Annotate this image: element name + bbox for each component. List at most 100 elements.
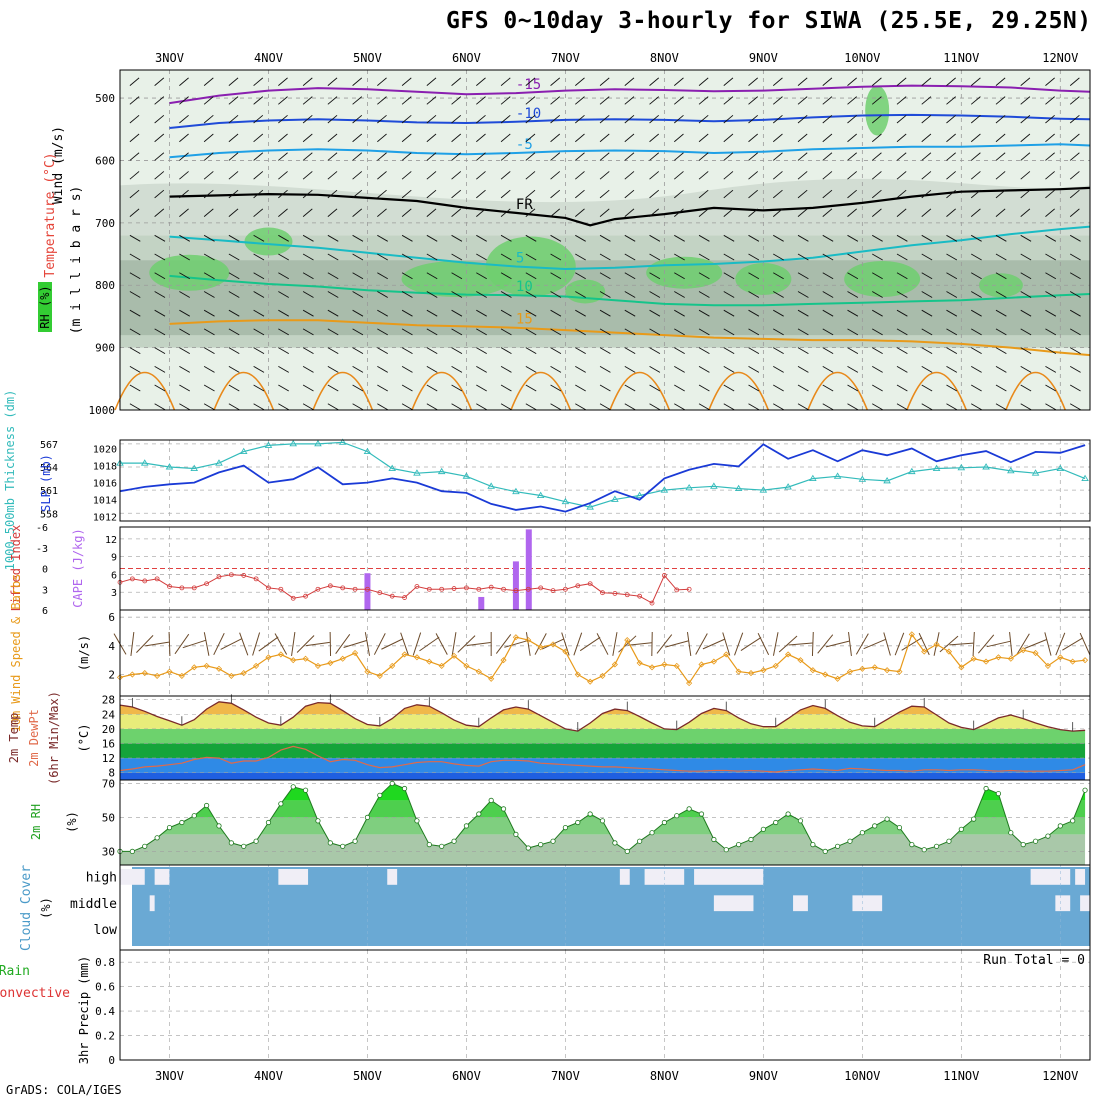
wind-speed-marker [686, 680, 693, 687]
rh-marker [463, 823, 470, 829]
wind-barb [946, 291, 958, 298]
wind-barb-10m [419, 636, 440, 652]
li-axis-title: Lifted Index [9, 525, 23, 612]
wind-barb [278, 234, 289, 242]
wind-barb [352, 171, 363, 180]
wind-barb [401, 208, 412, 217]
wind-barb [426, 384, 438, 392]
wind-barb [253, 272, 265, 280]
wind-barb [426, 272, 438, 280]
wind-barb [302, 133, 313, 143]
wind-barb [302, 403, 314, 411]
wind-barb [624, 77, 635, 86]
bottom-date-label: 7NOV [551, 1069, 580, 1083]
wind-barb [674, 272, 685, 280]
thickness-tick-label: 564 [40, 463, 58, 474]
wind-barb [253, 96, 264, 105]
precip-total-rain-label: Total / Rain [0, 964, 30, 979]
wind-barb [154, 365, 166, 373]
wind-barb [278, 208, 288, 217]
top-date-label: 12NOV [1042, 51, 1078, 65]
wind-barb [797, 234, 809, 242]
wind-barb [970, 171, 981, 180]
rh-marker [995, 790, 1002, 797]
cloud-axis-title: Cloud Cover [19, 865, 34, 951]
rh-marker [624, 848, 630, 855]
wind-speed-marker [401, 651, 408, 658]
wind-barb [1069, 347, 1081, 355]
warm-isotherm-arc [510, 371, 572, 411]
rh-marker [785, 811, 791, 817]
wind-tick-label: 6 [108, 611, 115, 624]
li-tick-label: 6 [42, 606, 48, 617]
wind-barb [847, 309, 859, 317]
rh-marker [711, 836, 717, 843]
wind-barb [921, 309, 933, 317]
wind-barb [698, 189, 709, 199]
wind-barb-10m [1009, 632, 1013, 656]
wind-barb [1069, 272, 1081, 280]
wind-barb [872, 272, 883, 280]
wind-barb-10m [381, 638, 404, 650]
wind-barb [946, 272, 958, 280]
rh-marker [1082, 787, 1088, 793]
wind-speed-marker [983, 658, 990, 665]
precip-axis-title: 3hr Precip (mm) [77, 956, 91, 1064]
wind-barb-10m [168, 631, 171, 657]
wind-speed-marker [673, 662, 680, 669]
thickness-marker [685, 483, 693, 491]
wind-barb [129, 291, 141, 298]
wind-barb [797, 272, 809, 280]
wind-barb [401, 291, 413, 298]
rh-marker [797, 818, 804, 824]
rh-marker [748, 836, 754, 843]
rh-marker [971, 816, 977, 822]
wind-barb [278, 365, 289, 373]
wind-barb [649, 272, 661, 280]
wind-barb [401, 152, 412, 161]
wind-barb [278, 114, 288, 124]
rh-marker [1008, 830, 1014, 836]
wind-barb [723, 189, 734, 199]
wind-barb [921, 208, 932, 217]
wind-barb [896, 133, 907, 143]
dewpoint-line [119, 745, 1086, 773]
wind-barb [921, 189, 932, 199]
wind-barb [179, 309, 191, 317]
top-date-label: 9NOV [749, 51, 778, 65]
wind-barb [995, 328, 1007, 336]
wind-speed-marker [352, 649, 359, 657]
wind-barb [995, 309, 1007, 317]
wind-barb [624, 347, 636, 355]
wind-barb [624, 403, 636, 411]
wind-speed-marker [785, 651, 792, 658]
wind-barb [352, 291, 364, 298]
pressure-tick-label: 600 [95, 154, 115, 167]
wind-barb [203, 96, 214, 105]
wind-barb [525, 208, 536, 217]
rh-marker [278, 801, 284, 807]
wind-barb [797, 328, 809, 336]
wind-barb [203, 328, 215, 336]
wind-barb [352, 272, 364, 280]
cloud-clear-patch [852, 895, 883, 912]
wind-barb [698, 133, 709, 143]
bottom-date-label: 9NOV [749, 1069, 778, 1083]
wind-barb [253, 384, 265, 392]
temp-tick-label: 24 [102, 708, 116, 721]
wind-barb [748, 347, 760, 355]
wind-barb [748, 384, 760, 392]
wind-barb [302, 171, 313, 180]
wind-barb [674, 328, 685, 336]
wind-barb [698, 272, 710, 280]
rh-marker [204, 802, 210, 809]
wind-barb [946, 96, 956, 105]
wind-barb [401, 347, 413, 355]
wind-barb [896, 347, 908, 355]
wind-barb [451, 234, 463, 242]
wind-barb [129, 384, 141, 392]
rh-marker [958, 826, 964, 832]
wind-barb [278, 171, 288, 180]
wind-barb [822, 365, 834, 373]
wind-barb [327, 328, 339, 336]
